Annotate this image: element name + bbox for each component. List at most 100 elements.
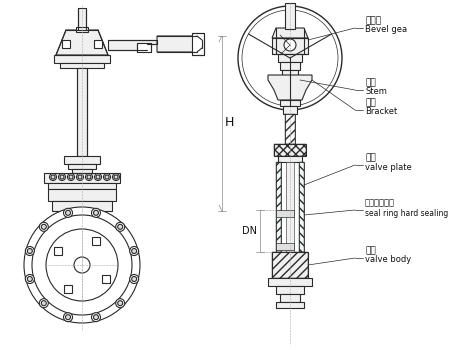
Circle shape xyxy=(24,207,140,323)
Circle shape xyxy=(114,175,118,179)
Text: 阀板: 阀板 xyxy=(365,154,376,162)
Circle shape xyxy=(91,208,100,217)
Circle shape xyxy=(116,299,125,308)
Bar xyxy=(54,247,62,255)
Circle shape xyxy=(129,274,139,284)
Bar xyxy=(102,275,110,283)
Bar xyxy=(278,156,302,162)
Text: Bevel gea: Bevel gea xyxy=(365,26,407,35)
Bar xyxy=(299,162,304,252)
Polygon shape xyxy=(108,40,157,50)
Bar xyxy=(268,278,312,286)
Circle shape xyxy=(39,222,48,231)
Bar xyxy=(274,144,306,156)
Circle shape xyxy=(69,175,73,179)
Bar xyxy=(137,43,151,52)
Circle shape xyxy=(91,313,100,322)
Bar xyxy=(64,156,100,164)
Text: seal ring hard sealing: seal ring hard sealing xyxy=(365,209,448,217)
Circle shape xyxy=(41,224,46,229)
Circle shape xyxy=(68,174,75,181)
Bar xyxy=(276,210,294,217)
Circle shape xyxy=(132,248,136,253)
Circle shape xyxy=(51,175,55,179)
Bar xyxy=(60,63,104,68)
Circle shape xyxy=(85,174,92,181)
Circle shape xyxy=(242,10,338,106)
Bar xyxy=(44,173,120,183)
Circle shape xyxy=(129,246,139,256)
Polygon shape xyxy=(268,75,312,100)
Bar xyxy=(276,302,304,308)
Bar xyxy=(282,70,298,75)
Circle shape xyxy=(50,174,56,181)
Circle shape xyxy=(93,315,98,320)
Bar xyxy=(68,164,96,169)
Bar xyxy=(274,144,306,156)
Text: 支架: 支架 xyxy=(365,98,376,107)
Circle shape xyxy=(132,276,136,281)
Bar xyxy=(94,40,102,48)
Bar xyxy=(286,162,294,252)
Circle shape xyxy=(25,246,34,256)
Text: valve plate: valve plate xyxy=(365,162,412,172)
Circle shape xyxy=(116,222,125,231)
Circle shape xyxy=(63,313,73,322)
Bar xyxy=(280,100,300,106)
Text: Bracket: Bracket xyxy=(365,107,397,117)
Bar xyxy=(64,285,72,293)
Text: 密封圈硬密封: 密封圈硬密封 xyxy=(365,198,395,208)
Bar xyxy=(280,62,300,70)
Circle shape xyxy=(66,210,70,215)
Circle shape xyxy=(96,175,100,179)
Bar xyxy=(52,201,112,211)
Bar xyxy=(276,162,281,252)
Circle shape xyxy=(66,315,70,320)
Bar xyxy=(272,38,308,54)
Circle shape xyxy=(105,175,109,179)
Polygon shape xyxy=(157,36,202,52)
Bar xyxy=(276,243,294,250)
Bar xyxy=(280,294,300,302)
Circle shape xyxy=(60,175,64,179)
Bar xyxy=(92,237,100,245)
Text: DN: DN xyxy=(242,226,257,236)
Bar xyxy=(76,27,88,32)
Circle shape xyxy=(27,248,32,253)
Bar xyxy=(285,114,295,144)
Circle shape xyxy=(63,208,73,217)
Circle shape xyxy=(284,39,296,51)
Circle shape xyxy=(59,174,66,181)
Bar xyxy=(48,189,116,201)
Bar xyxy=(77,68,87,156)
Circle shape xyxy=(94,174,101,181)
Bar xyxy=(62,40,70,48)
Text: 阀体: 阀体 xyxy=(365,246,376,256)
Circle shape xyxy=(113,174,120,181)
Text: valve body: valve body xyxy=(365,256,411,265)
Circle shape xyxy=(27,276,32,281)
Text: H: H xyxy=(225,117,234,130)
Bar xyxy=(78,8,86,30)
Bar xyxy=(192,33,204,55)
Circle shape xyxy=(32,215,132,315)
Circle shape xyxy=(118,301,123,306)
Bar xyxy=(276,162,281,252)
Circle shape xyxy=(46,229,118,301)
Text: Stem: Stem xyxy=(365,88,387,97)
Circle shape xyxy=(118,224,123,229)
Bar xyxy=(54,55,110,63)
Text: 阀杆: 阀杆 xyxy=(365,78,376,88)
Circle shape xyxy=(76,174,83,181)
Bar xyxy=(283,106,297,114)
Bar xyxy=(299,162,304,252)
Circle shape xyxy=(41,301,46,306)
Bar xyxy=(276,286,304,294)
Circle shape xyxy=(78,175,82,179)
Circle shape xyxy=(104,174,111,181)
Circle shape xyxy=(25,274,34,284)
Bar xyxy=(272,252,308,278)
Circle shape xyxy=(87,175,91,179)
Polygon shape xyxy=(56,30,108,55)
Bar xyxy=(285,3,295,29)
